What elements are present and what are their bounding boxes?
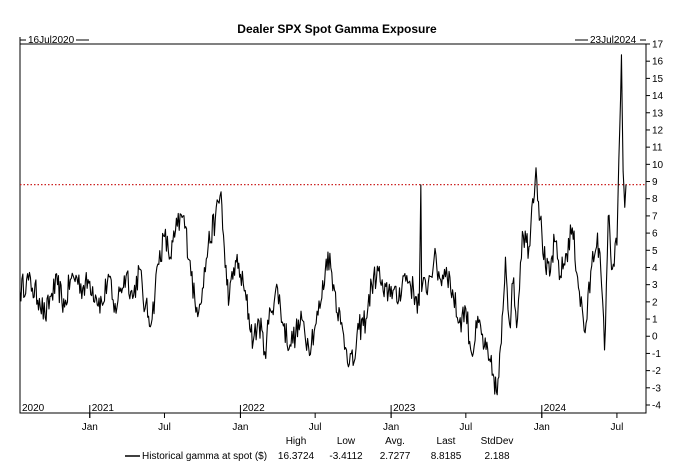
stat-header-low: Low (337, 436, 356, 447)
start-date-label: 16Jul2020 (28, 35, 75, 46)
y-tick-label: -4 (652, 401, 661, 412)
y-tick-label: 3 (652, 280, 658, 291)
y-tick-label: 0 (652, 332, 658, 343)
y-tick-label: 16 (652, 57, 664, 68)
stat-value-last: 8.8185 (431, 451, 462, 462)
series-group (19, 54, 627, 396)
y-tick-label: 17 (652, 40, 664, 51)
x-year-label: 2021 (92, 403, 115, 414)
y-tick-label: 1 (652, 315, 658, 326)
y-tick-label: 5 (652, 246, 658, 257)
stat-value-high: 16.3724 (278, 451, 315, 462)
series-line (19, 54, 627, 396)
y-tick-label: -1 (652, 349, 661, 360)
y-tick-label: 2 (652, 297, 658, 308)
x-tick-label: Jul (611, 422, 624, 433)
x-year-label: 2020 (22, 403, 45, 414)
stat-value-low: -3.4112 (329, 451, 363, 462)
y-tick-label: -3 (652, 383, 661, 394)
y-tick-label: 12 (652, 125, 664, 136)
y-tick-label: 11 (652, 143, 663, 154)
y-tick-label: 15 (652, 74, 664, 85)
end-date-marker: 23Jul2024 (575, 35, 646, 46)
x-tick-label: Jan (383, 422, 399, 433)
y-tick-label: 14 (652, 91, 664, 102)
y-tick-label: 7 (652, 211, 658, 222)
chart-title: Dealer SPX Spot Gamma Exposure (237, 22, 437, 36)
x-year-label: 2022 (242, 403, 265, 414)
y-tick-label: 6 (652, 229, 658, 240)
plot-frame (19, 43, 647, 414)
x-tick-label: Jul (158, 422, 171, 433)
stat-value-stddev: 2.188 (484, 451, 509, 462)
x-tick-label: Jul (309, 422, 322, 433)
x-tick-label: Jan (232, 422, 248, 433)
end-date-label: 23Jul2024 (590, 35, 637, 46)
x-tick-label: Jan (82, 422, 98, 433)
y-tick-label: 8 (652, 194, 658, 205)
legend: High Low Avg. Last StdDev Historical gam… (125, 436, 513, 462)
legend-series-label: Historical gamma at spot ($) (142, 451, 267, 462)
stat-header-high: High (286, 436, 307, 447)
x-year-label: 2024 (544, 403, 567, 414)
y-tick-label: -2 (652, 366, 661, 377)
x-year-label: 2023 (393, 403, 416, 414)
y-tick-label: 9 (652, 177, 658, 188)
x-axis: Jan Jul Jan Jul Jan Jul Jan Jul 2020 2021 2022 2023… (22, 403, 623, 433)
y-tick-label: 4 (652, 263, 658, 274)
stat-header-stddev: StdDev (481, 436, 514, 447)
stat-value-avg: 2.7277 (380, 451, 411, 462)
x-tick-label: Jan (534, 422, 550, 433)
y-tick-label: 13 (652, 108, 664, 119)
stat-header-avg: Avg. (385, 436, 405, 447)
x-tick-label: Jul (459, 422, 472, 433)
start-date-marker: 16Jul2020 (19, 35, 89, 46)
y-tick-label: 10 (652, 160, 664, 171)
stat-header-last: Last (437, 436, 456, 447)
